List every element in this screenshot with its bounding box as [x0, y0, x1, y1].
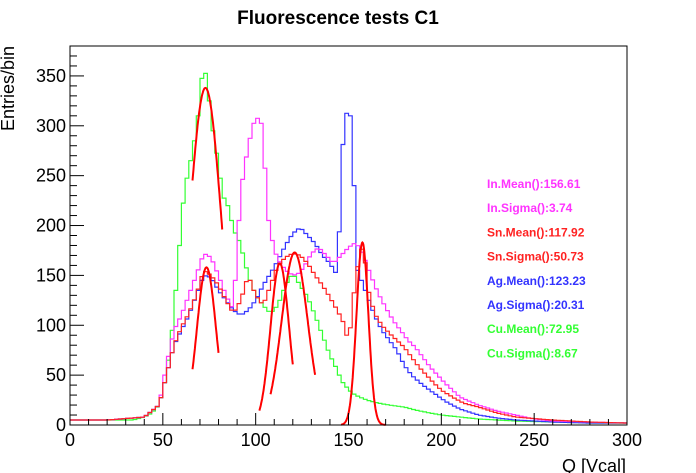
- x-tick-label: 100: [241, 430, 271, 450]
- legend-entry: Cu.Mean():72.95: [487, 322, 579, 336]
- y-tick-label: 100: [36, 315, 66, 335]
- legend-entry: In.Sigma():3.74: [487, 201, 573, 215]
- legend-entry: Sn.Mean():117.92: [487, 225, 585, 239]
- histogram-cu: [70, 72, 627, 424]
- fit-curve-cu-0: [191, 86, 224, 230]
- x-tick-label: 0: [65, 430, 75, 450]
- x-tick-label: 50: [153, 430, 173, 450]
- legend-entry: Cu.Sigma():8.67: [487, 346, 578, 360]
- legend-entry: In.Mean():156.61: [487, 177, 581, 191]
- fit-curve-sn-2: [258, 262, 294, 411]
- x-tick-label: 200: [426, 430, 456, 450]
- fit-curve-sn-3: [269, 251, 317, 395]
- y-tick-label: 250: [36, 166, 66, 186]
- y-tick-label: 50: [46, 365, 66, 385]
- x-tick-label: 250: [519, 430, 549, 450]
- y-tick-label: 300: [36, 116, 66, 136]
- x-tick-label: 150: [333, 430, 363, 450]
- fit-curve-sn-1: [191, 266, 220, 370]
- legend: In.Mean():156.61 In.Sigma():3.74 Sn.Mean()…: [487, 177, 586, 360]
- legend-entry: Sn.Sigma():50.73: [487, 250, 584, 264]
- x-tick-label: 300: [612, 430, 642, 450]
- legend-entry: Ag.Mean():123.23: [487, 274, 586, 288]
- series-layer: [70, 72, 627, 424]
- histogram-sn: [70, 248, 627, 424]
- y-tick-label: 200: [36, 216, 66, 236]
- y-axis-label: Entries/bin: [0, 46, 18, 131]
- x-axis-label: Q [Vcal]: [562, 456, 626, 473]
- y-tick-label: 350: [36, 66, 66, 86]
- histogram-in: [70, 117, 627, 424]
- chart-title: Fluorescence tests C1: [237, 8, 439, 29]
- histogram-ag: [70, 112, 627, 424]
- y-tick-label: 150: [36, 265, 66, 285]
- legend-entry: Ag.Sigma():20.31: [487, 298, 585, 312]
- y-tick-label: 0: [56, 415, 66, 435]
- axes-layer: 0 50 100 150 200 250 300 0 50 100 150 200 250 300 350: [36, 45, 642, 450]
